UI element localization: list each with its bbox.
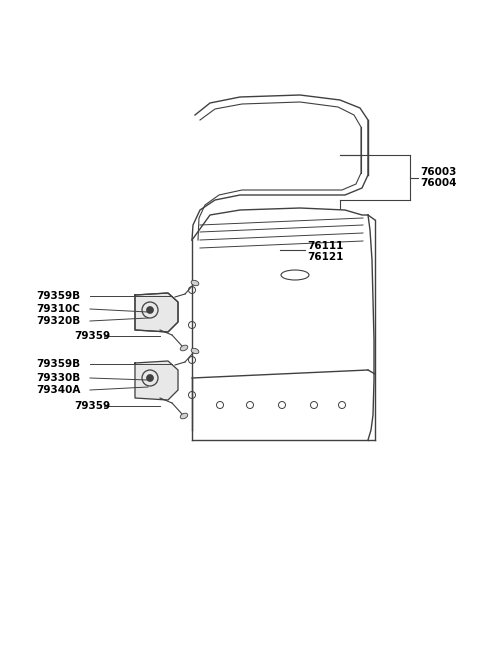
Polygon shape bbox=[135, 293, 178, 332]
Text: 79330B: 79330B bbox=[36, 373, 80, 383]
Text: 79359: 79359 bbox=[74, 331, 110, 341]
Ellipse shape bbox=[180, 345, 188, 351]
Ellipse shape bbox=[191, 280, 199, 286]
Circle shape bbox=[146, 307, 154, 314]
Text: 79359B: 79359B bbox=[36, 359, 80, 369]
Polygon shape bbox=[135, 361, 178, 400]
Ellipse shape bbox=[180, 413, 188, 419]
Text: 76004: 76004 bbox=[420, 178, 456, 188]
Circle shape bbox=[146, 375, 154, 381]
Text: 76121: 76121 bbox=[307, 252, 343, 262]
Text: 79320B: 79320B bbox=[36, 316, 80, 326]
Ellipse shape bbox=[191, 348, 199, 354]
Text: 79359: 79359 bbox=[74, 401, 110, 411]
Text: 79340A: 79340A bbox=[36, 385, 80, 395]
Text: 76003: 76003 bbox=[420, 167, 456, 177]
Text: 79310C: 79310C bbox=[36, 304, 80, 314]
Text: 79359B: 79359B bbox=[36, 291, 80, 301]
Text: 76111: 76111 bbox=[307, 241, 343, 251]
